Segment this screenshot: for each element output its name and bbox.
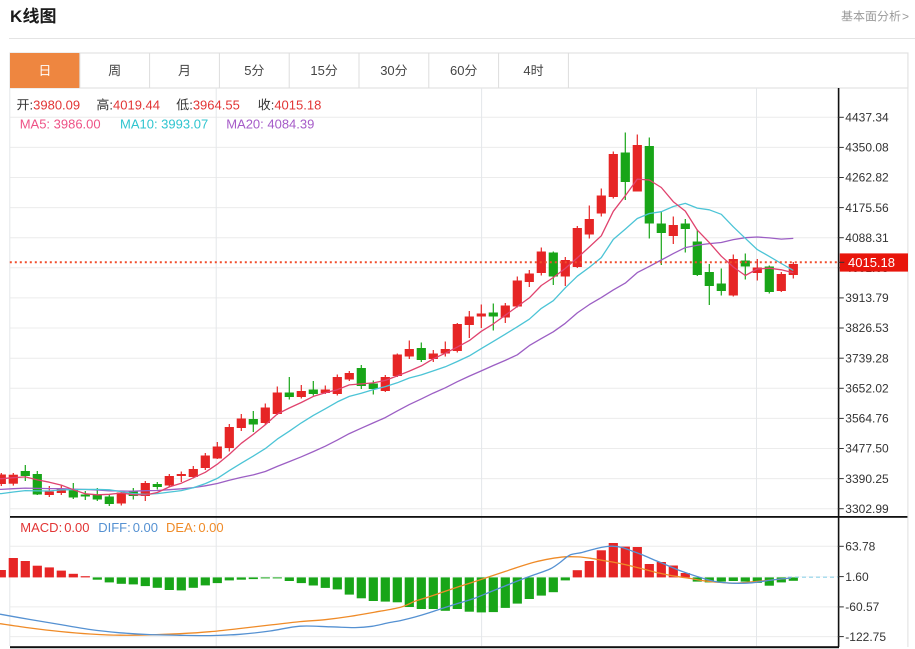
svg-text:1.60: 1.60 (845, 570, 869, 584)
svg-text:3739.28: 3739.28 (845, 351, 889, 365)
svg-text:4015.18: 4015.18 (848, 255, 895, 270)
svg-text:3477.50: 3477.50 (845, 442, 889, 456)
svg-text:3652.02: 3652.02 (845, 382, 889, 396)
svg-text::3964.55: :3964.55 (189, 97, 240, 112)
svg-text:DIFF:0.00: DIFF: 0.00 (98, 520, 158, 535)
svg-text:3564.76: 3564.76 (845, 412, 889, 426)
svg-text::4019.44: :4019.44 (109, 97, 160, 112)
svg-text:MA5: 3986.00: MA5: 3986.00 (20, 116, 101, 131)
svg-text:15: 15 (310, 63, 324, 78)
svg-text:MA20: 4084.39: MA20: 4084.39 (226, 116, 314, 131)
svg-text:3826.53: 3826.53 (845, 321, 889, 335)
svg-text::4015.18: :4015.18 (271, 97, 322, 112)
svg-text:3390.25: 3390.25 (845, 472, 889, 486)
svg-text:4: 4 (523, 63, 530, 78)
svg-text::3980.09: :3980.09 (30, 97, 81, 112)
svg-text:-122.75: -122.75 (845, 630, 886, 644)
svg-text:30: 30 (380, 63, 394, 78)
svg-text:3302.99: 3302.99 (845, 502, 889, 516)
svg-text:60: 60 (450, 63, 464, 78)
svg-text:4437.34: 4437.34 (845, 111, 889, 125)
svg-text:4350.08: 4350.08 (845, 141, 889, 155)
svg-text:>: > (902, 10, 909, 24)
svg-text:K: K (10, 7, 23, 26)
svg-text:3913.79: 3913.79 (845, 291, 889, 305)
svg-text:MACD:0.00: MACD: 0.00 (20, 520, 89, 535)
svg-text:4262.82: 4262.82 (845, 171, 889, 185)
svg-text:5: 5 (244, 63, 251, 78)
svg-text:DEA:0.00: DEA: 0.00 (166, 520, 224, 535)
svg-text:-60.57: -60.57 (845, 600, 879, 614)
svg-text:63.78: 63.78 (845, 540, 875, 554)
svg-text:4088.31: 4088.31 (845, 231, 889, 245)
svg-text:MA10: 3993.07: MA10: 3993.07 (120, 116, 208, 131)
svg-text:4175.56: 4175.56 (845, 201, 889, 215)
